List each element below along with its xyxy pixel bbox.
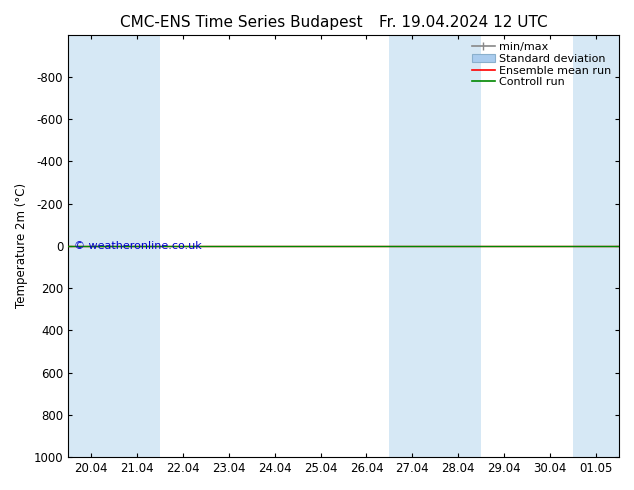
Text: Fr. 19.04.2024 12 UTC: Fr. 19.04.2024 12 UTC bbox=[378, 15, 547, 30]
Legend: min/max, Standard deviation, Ensemble mean run, Controll run: min/max, Standard deviation, Ensemble me… bbox=[470, 40, 614, 90]
Text: CMC-ENS Time Series Budapest: CMC-ENS Time Series Budapest bbox=[120, 15, 362, 30]
Y-axis label: Temperature 2m (°C): Temperature 2m (°C) bbox=[15, 183, 28, 308]
Text: © weatheronline.co.uk: © weatheronline.co.uk bbox=[74, 241, 202, 251]
Bar bbox=[573, 35, 619, 457]
Bar bbox=[68, 35, 160, 457]
Bar bbox=[389, 35, 481, 457]
